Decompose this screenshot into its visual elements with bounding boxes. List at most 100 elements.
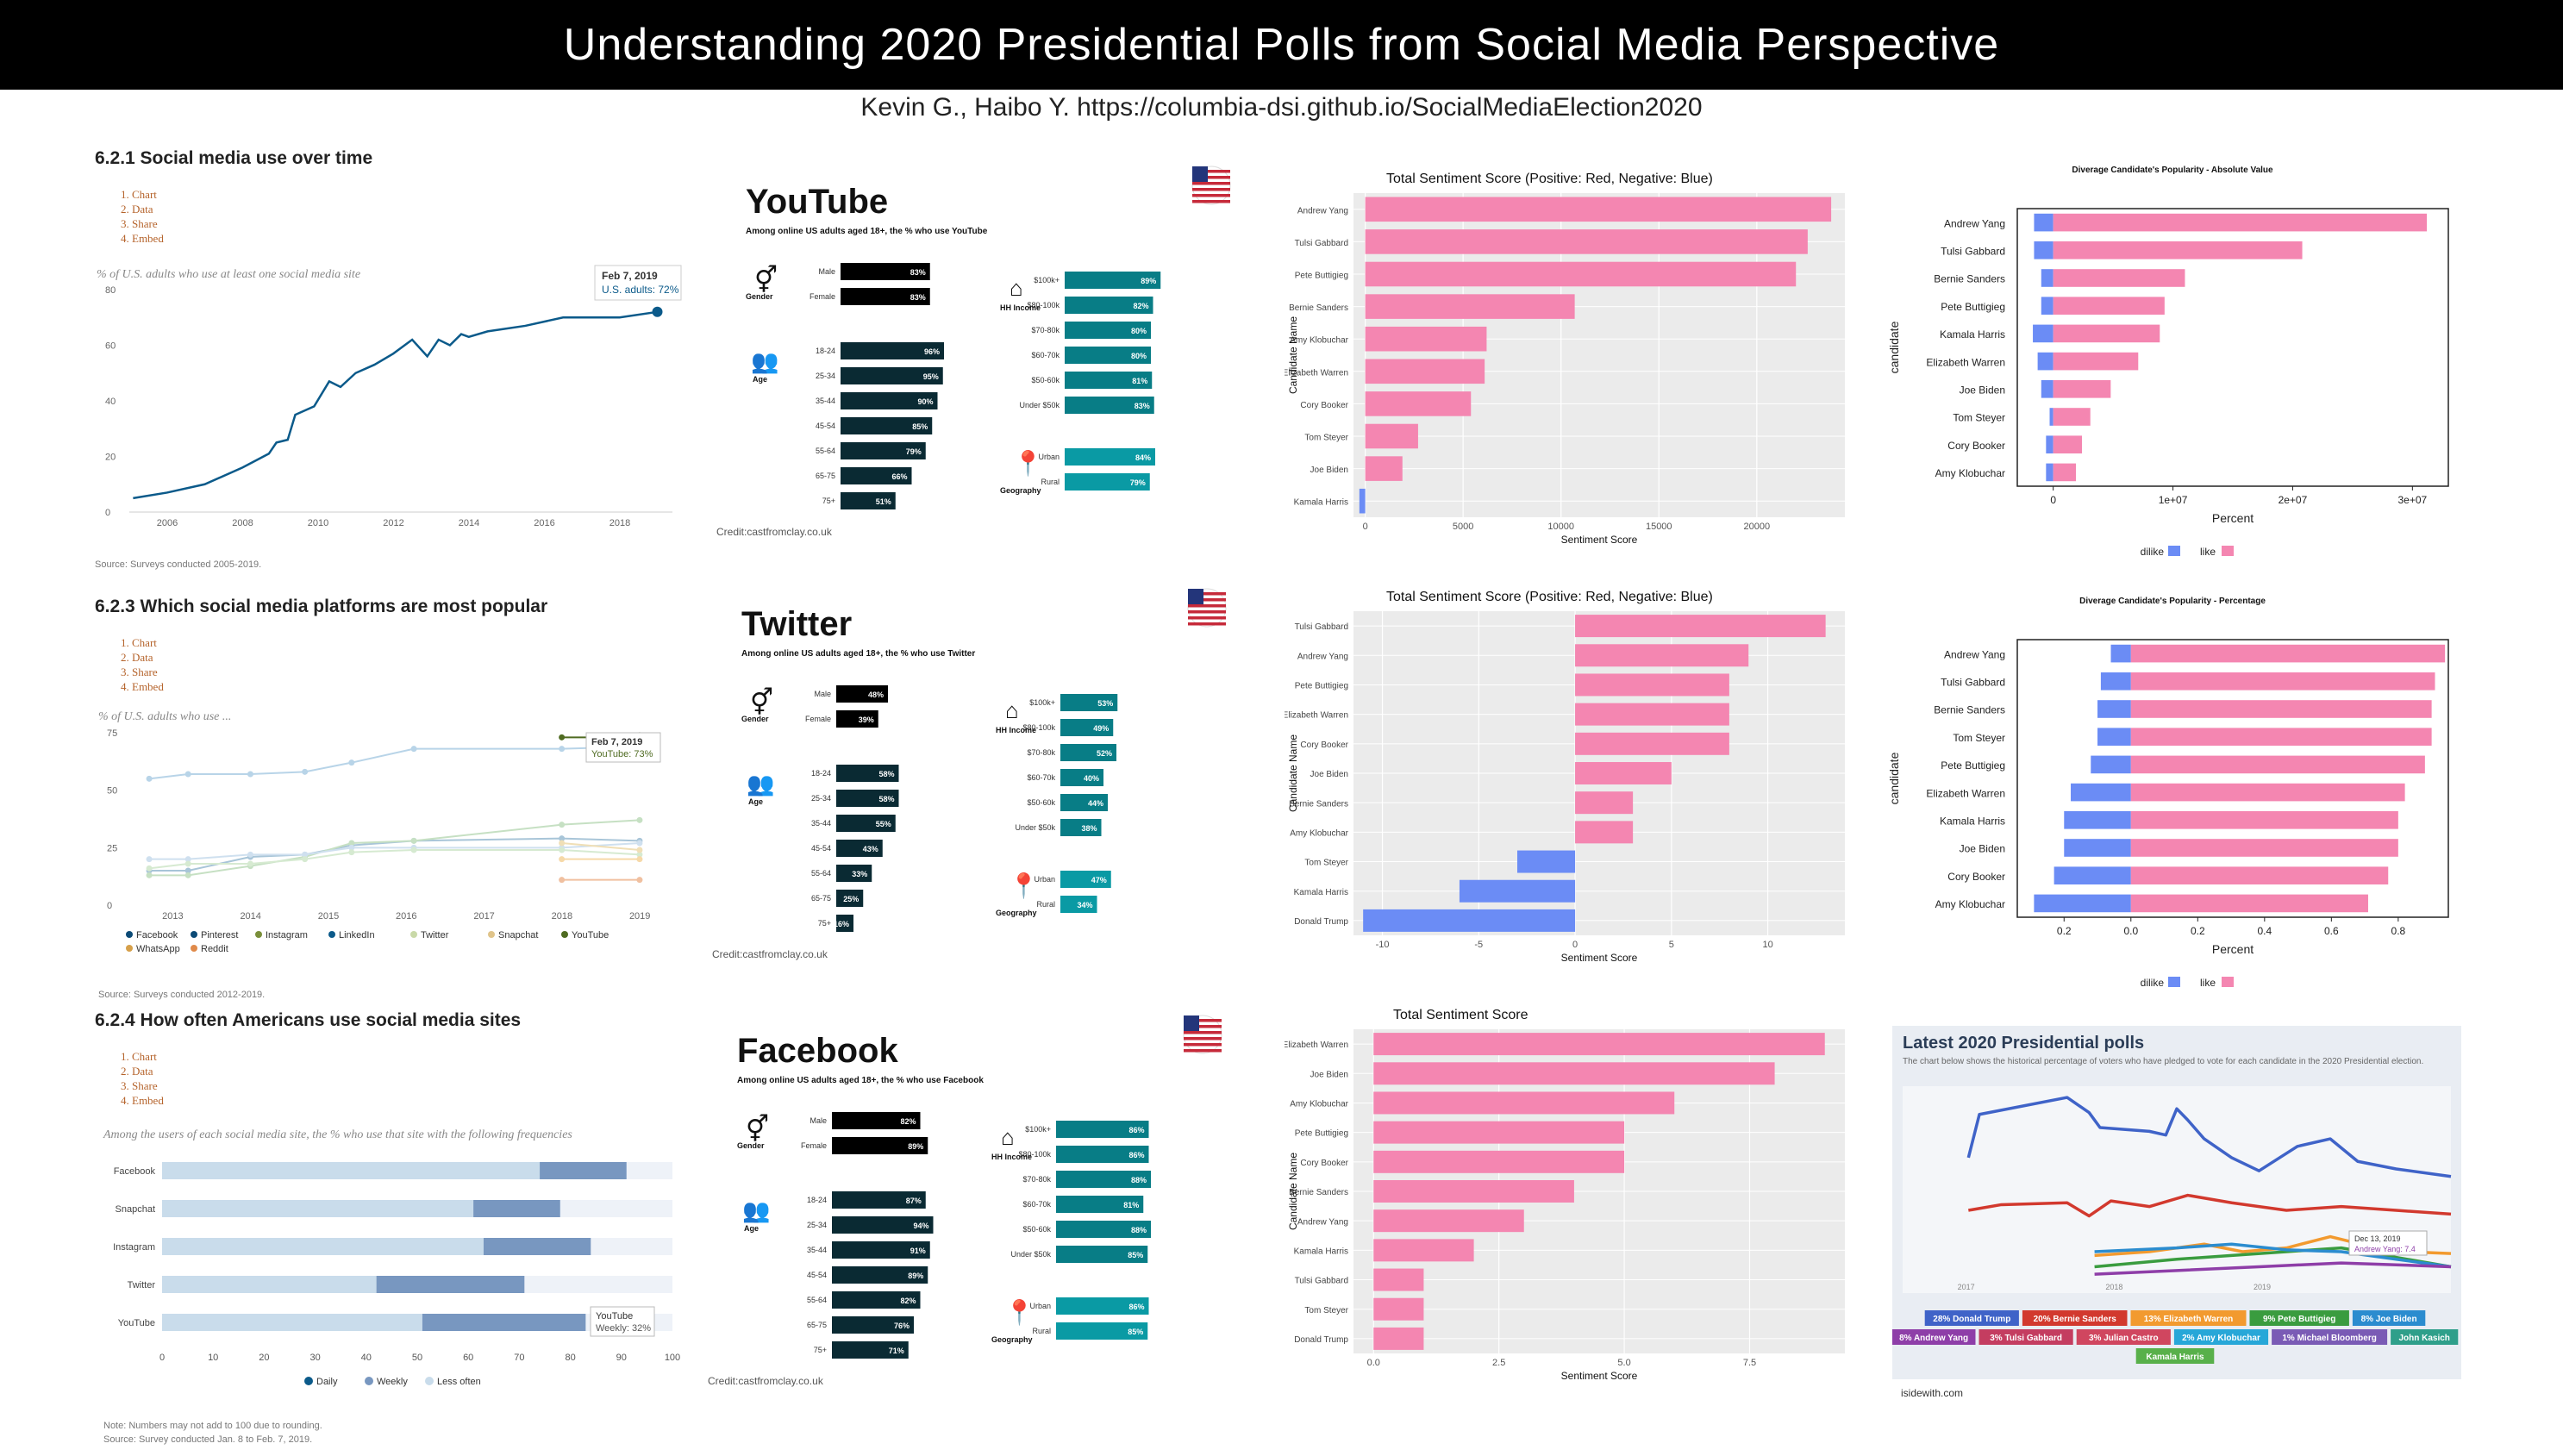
row-label: Under $50k — [1015, 823, 1055, 832]
value-bar — [841, 392, 938, 409]
row-label: $60-70k — [1031, 351, 1060, 359]
legend-label: 28% Donald Trump — [1933, 1315, 2010, 1324]
bar — [1365, 391, 1472, 416]
chart-title: Total Sentiment Score — [1393, 1008, 1528, 1022]
pew-link: 4. Embed — [121, 232, 164, 245]
category-label: Tom Steyer — [1304, 859, 1348, 868]
bar — [1575, 732, 1729, 755]
flag-stripe — [1192, 182, 1230, 185]
like-bar — [2053, 408, 2091, 426]
series-point — [410, 837, 417, 844]
credit: isidewith.com — [1901, 1387, 1963, 1399]
bar — [1365, 294, 1575, 319]
poll-line — [2094, 1261, 2452, 1276]
x-tick-label: 5 — [1669, 940, 1674, 950]
flag-stripe — [1184, 1031, 1222, 1034]
value-bar — [1060, 744, 1116, 761]
row-label: Twitter — [128, 1280, 156, 1290]
flag-stripe — [1184, 1019, 1222, 1022]
row-label: Rural — [1041, 478, 1060, 486]
value-bar — [836, 815, 896, 832]
chart-title: Diverage Candidate's Popularity - Percen… — [2079, 597, 2266, 606]
credit: Credit:castfromclay.co.uk — [712, 948, 828, 960]
x-tick-label: 60 — [463, 1353, 473, 1363]
value-label: 89% — [908, 1142, 923, 1151]
value-bar — [832, 1137, 928, 1154]
value-label: 89% — [908, 1272, 923, 1280]
weekly-bar — [540, 1162, 627, 1179]
section-title: 6.2.4 How often Americans use social med… — [95, 1010, 521, 1030]
bar — [1365, 326, 1487, 352]
value-label: 33% — [852, 870, 867, 878]
like-bar — [2130, 894, 2368, 913]
x-tick-label: 2018 — [552, 911, 572, 922]
series-line — [148, 849, 640, 870]
legend-label: Reddit — [201, 944, 228, 954]
age-icon: 👥 — [742, 1197, 770, 1223]
series-line — [149, 819, 640, 877]
legend-swatch — [191, 945, 197, 952]
x-tick-label: 2018 — [609, 518, 630, 528]
x-tick-label: 2019 — [2254, 1283, 2271, 1291]
like-bar — [2130, 700, 2432, 718]
bar — [1365, 423, 1418, 449]
x-tick-label: 2016 — [396, 911, 416, 922]
row-label: 18-24 — [807, 1196, 827, 1204]
legend-chip — [2391, 1329, 2459, 1345]
flag-stripe — [1192, 200, 1230, 203]
category-label: Cory Booker — [1947, 871, 2005, 883]
value-label: 86% — [1128, 1303, 1144, 1311]
legend-label: 3% Julian Castro — [2089, 1334, 2159, 1343]
x-axis-title: Percent — [2212, 511, 2254, 525]
row-label: $50-60k — [1027, 798, 1055, 807]
pew-link: 2. Data — [121, 203, 153, 216]
sentiment-chart-3: Total Sentiment Score 0.0 2.5 5.0 7.5 Elizabe… — [1285, 1000, 1853, 1405]
value-bar — [832, 1341, 909, 1359]
value-bar — [841, 342, 944, 359]
bar — [1365, 197, 1832, 222]
chart-title: Total Sentiment Score (Positive: Red, Ne… — [1386, 590, 1713, 604]
legend-swatch — [304, 1377, 313, 1385]
bar — [1373, 1327, 1424, 1350]
row-label: Male — [810, 1116, 827, 1125]
x-tick-label: 2018 — [2105, 1283, 2122, 1291]
series-point — [348, 849, 355, 856]
flag-stripe — [1192, 170, 1230, 173]
value-label: 91% — [910, 1247, 926, 1255]
value-bar — [836, 840, 883, 857]
value-label: 79% — [906, 447, 922, 456]
value-label: 81% — [1123, 1201, 1139, 1209]
location-pin-icon: 📍 — [1009, 872, 1039, 900]
home-icon: ⌂ — [1005, 697, 1019, 723]
dislike-bar — [2034, 241, 2054, 259]
value-bar — [1065, 448, 1155, 466]
bar — [1459, 879, 1576, 903]
legend-label: like — [2200, 977, 2216, 989]
value-label: 87% — [906, 1197, 922, 1205]
flag-stripe — [1184, 1025, 1222, 1028]
infographic-subtitle: Among online US adults aged 18+, the % w… — [746, 227, 988, 236]
row-label: $60-70k — [1022, 1200, 1051, 1209]
value-bar — [1060, 794, 1108, 811]
bar — [1575, 821, 1634, 844]
legend-swatch — [410, 931, 417, 938]
row-label: Urban — [1034, 875, 1055, 884]
legend-chip — [2272, 1329, 2388, 1345]
like-bar — [2130, 755, 2425, 774]
gender-icon: ⚥ — [750, 687, 773, 717]
tooltip-box — [585, 732, 661, 763]
x-tick-label: 2015 — [318, 911, 339, 922]
category-label: Pete Buttigieg — [1941, 759, 2005, 772]
legend-label: dilike — [2141, 546, 2165, 558]
pew-link: 3. Share — [121, 217, 158, 230]
value-bar — [1056, 1297, 1149, 1315]
infographic-subtitle: Among online US adults aged 18+, the % w… — [737, 1076, 984, 1085]
dislike-bar — [2041, 269, 2054, 287]
like-bar — [2130, 839, 2398, 857]
bar — [1373, 1180, 1574, 1203]
flag-stripe — [1188, 610, 1226, 614]
value-label: 52% — [1097, 749, 1112, 758]
x-tick-label: 10000 — [1547, 522, 1574, 532]
value-label: 85% — [1128, 1328, 1143, 1336]
legend-chip — [2173, 1329, 2269, 1345]
